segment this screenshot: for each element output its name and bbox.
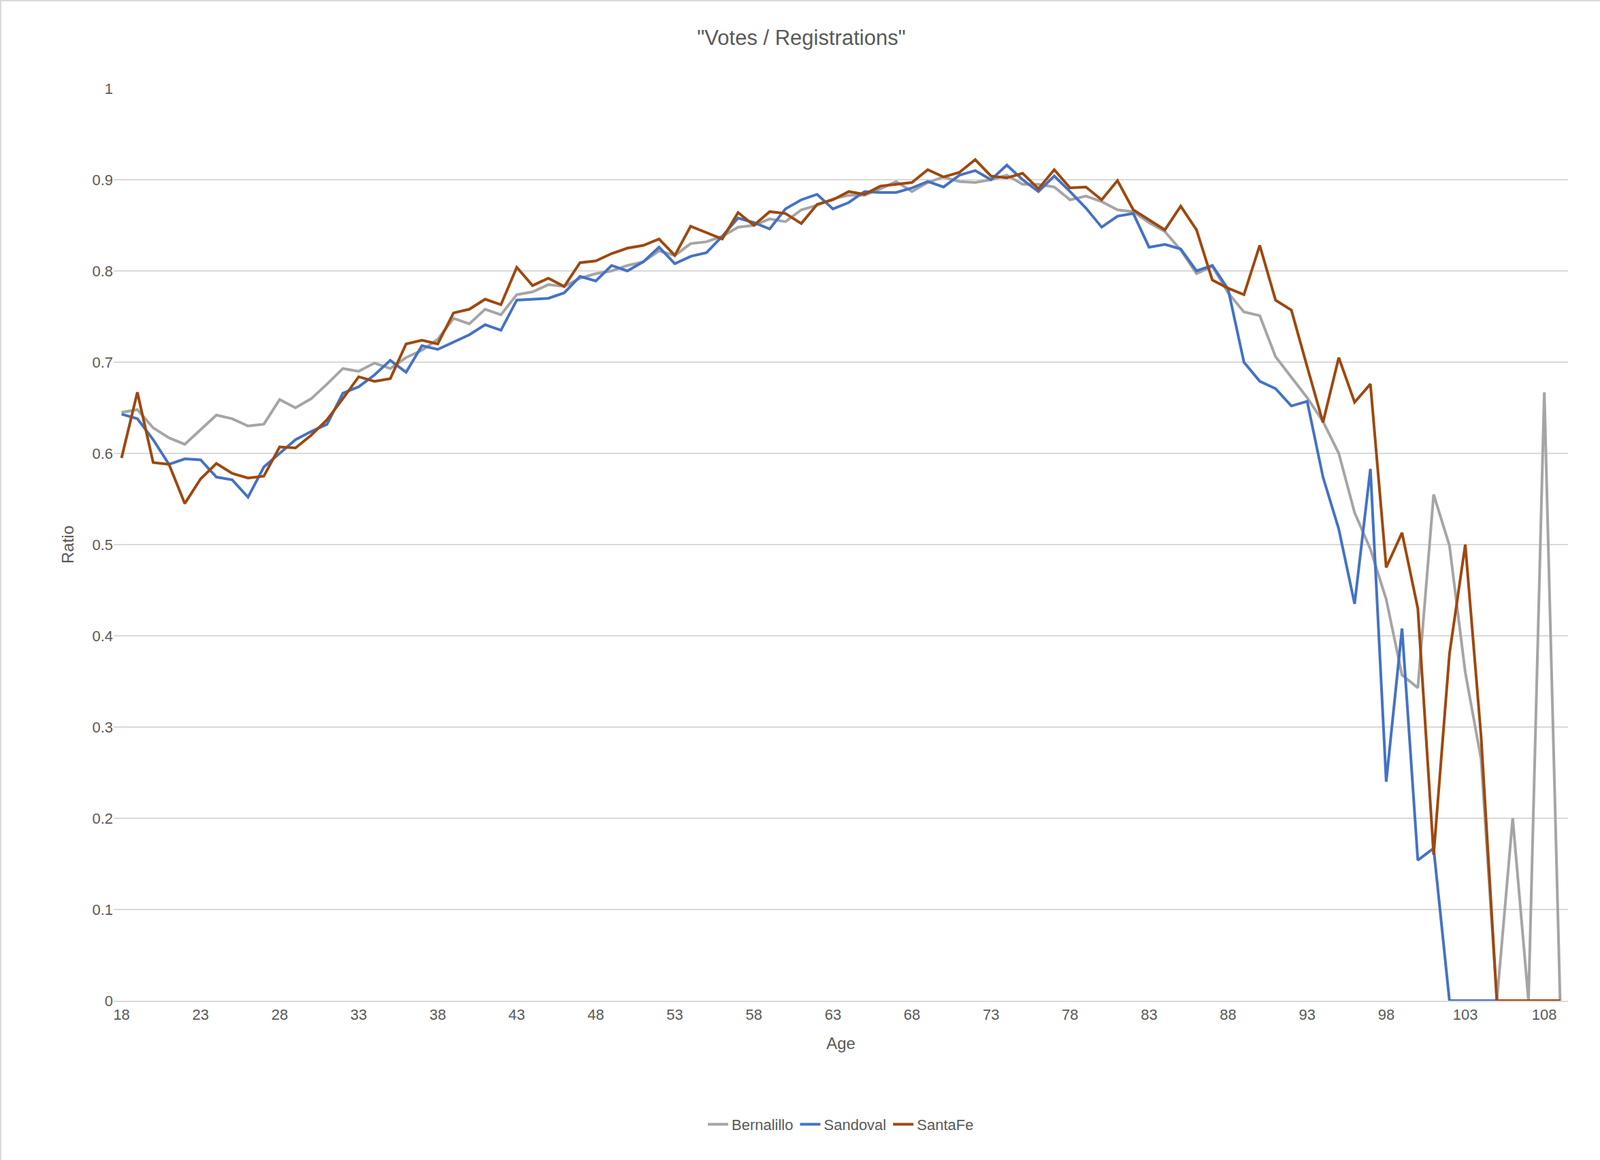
- svg-text:88: 88: [1219, 1005, 1236, 1023]
- svg-text:1: 1: [104, 80, 113, 98]
- svg-text:78: 78: [1061, 1005, 1079, 1023]
- svg-text:73: 73: [982, 1005, 1000, 1023]
- svg-text:63: 63: [824, 1005, 842, 1023]
- svg-text:0.1: 0.1: [91, 901, 113, 919]
- svg-text:0.4: 0.4: [91, 627, 113, 645]
- svg-text:"Votes / Registrations": "Votes / Registrations": [696, 25, 906, 50]
- svg-text:0.2: 0.2: [91, 809, 113, 827]
- svg-text:43: 43: [508, 1005, 525, 1023]
- svg-text:93: 93: [1298, 1005, 1315, 1023]
- svg-text:Sandoval: Sandoval: [824, 1116, 887, 1134]
- svg-text:0.6: 0.6: [91, 445, 113, 463]
- svg-text:83: 83: [1140, 1005, 1157, 1023]
- svg-text:58: 58: [745, 1005, 762, 1023]
- svg-text:18: 18: [112, 1005, 130, 1023]
- svg-text:53: 53: [666, 1005, 683, 1023]
- svg-text:0.8: 0.8: [91, 262, 113, 280]
- svg-text:Bernalillo: Bernalillo: [731, 1116, 794, 1134]
- svg-text:68: 68: [903, 1005, 921, 1023]
- svg-text:108: 108: [1531, 1005, 1558, 1023]
- svg-text:23: 23: [192, 1005, 209, 1023]
- svg-text:0: 0: [104, 992, 113, 1010]
- svg-text:38: 38: [429, 1005, 446, 1023]
- svg-text:0.5: 0.5: [91, 536, 113, 554]
- svg-text:103: 103: [1452, 1005, 1479, 1023]
- svg-text:48: 48: [587, 1005, 604, 1023]
- svg-text:98: 98: [1378, 1005, 1395, 1023]
- svg-text:Age: Age: [826, 1033, 856, 1053]
- svg-text:SantaFe: SantaFe: [916, 1116, 974, 1134]
- svg-text:28: 28: [271, 1005, 288, 1023]
- svg-text:0.7: 0.7: [91, 353, 113, 371]
- svg-text:0.3: 0.3: [91, 718, 113, 736]
- svg-text:33: 33: [350, 1005, 367, 1023]
- svg-text:Ratio: Ratio: [58, 525, 77, 564]
- svg-text:0.9: 0.9: [91, 171, 113, 189]
